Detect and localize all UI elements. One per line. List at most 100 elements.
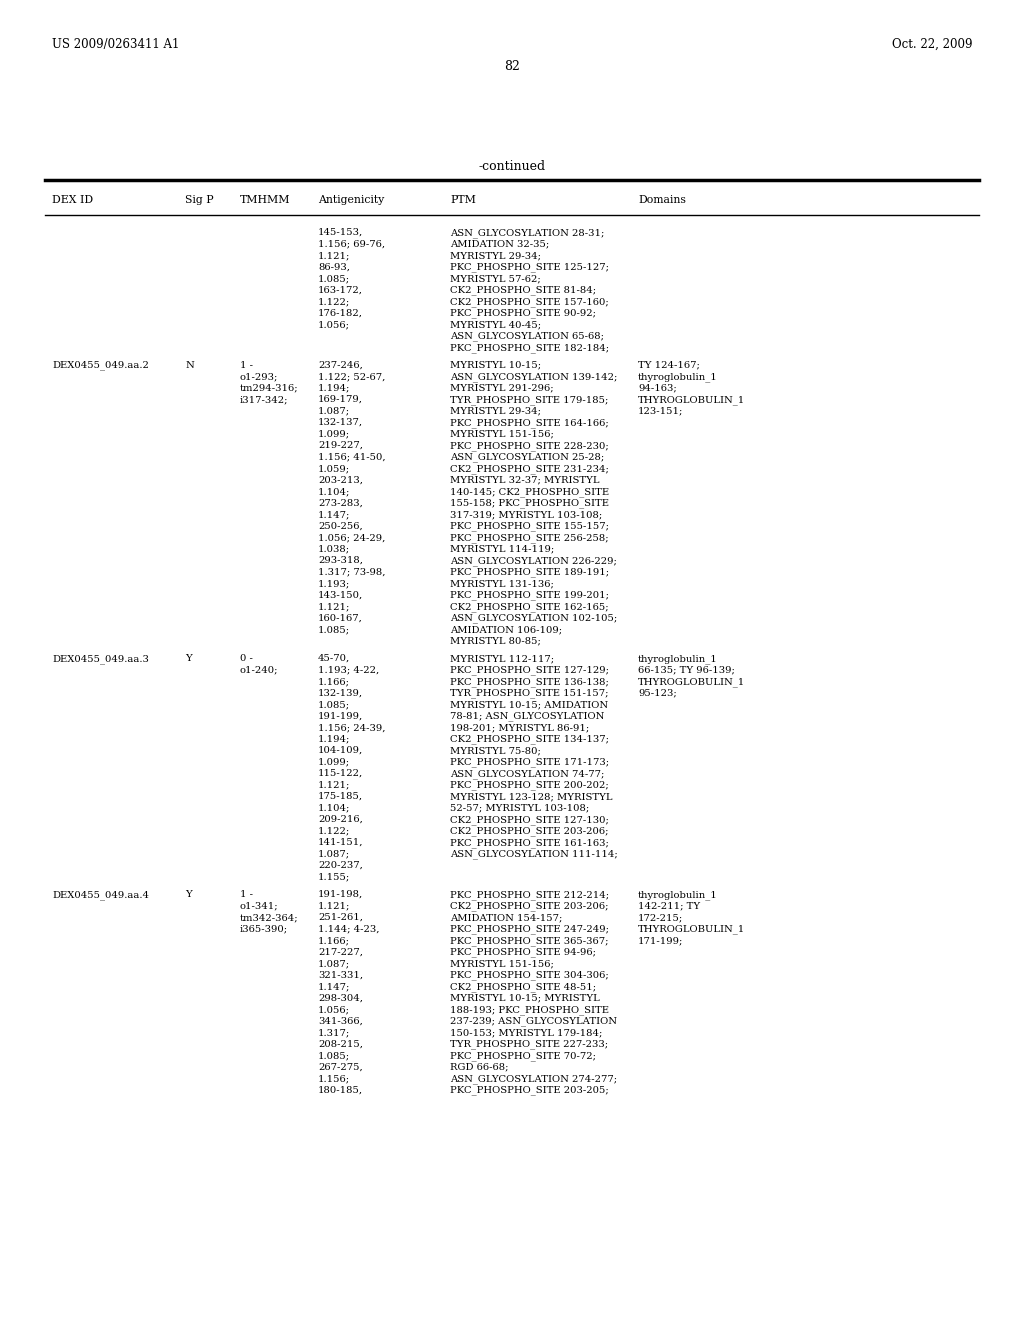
Text: 1.059;: 1.059; (318, 465, 350, 473)
Text: PKC_PHOSPHO_SITE 304-306;: PKC_PHOSPHO_SITE 304-306; (450, 970, 608, 981)
Text: PKC_PHOSPHO_SITE 212-214;: PKC_PHOSPHO_SITE 212-214; (450, 890, 609, 900)
Text: 1 -: 1 - (240, 360, 253, 370)
Text: MYRISTYL 40-45;: MYRISTYL 40-45; (450, 319, 541, 329)
Text: 237-239; ASN_GLYCOSYLATION: 237-239; ASN_GLYCOSYLATION (450, 1016, 617, 1026)
Text: PKC_PHOSPHO_SITE 228-230;: PKC_PHOSPHO_SITE 228-230; (450, 441, 608, 450)
Text: 1.194;: 1.194; (318, 734, 350, 743)
Text: 1.099;: 1.099; (318, 758, 350, 767)
Text: THYROGLOBULIN_1: THYROGLOBULIN_1 (638, 924, 745, 935)
Text: -continued: -continued (478, 160, 546, 173)
Text: 94-163;: 94-163; (638, 384, 677, 392)
Text: CK2_PHOSPHO_SITE 162-165;: CK2_PHOSPHO_SITE 162-165; (450, 602, 608, 611)
Text: 78-81; ASN_GLYCOSYLATION: 78-81; ASN_GLYCOSYLATION (450, 711, 604, 721)
Text: ASN_GLYCOSYLATION 102-105;: ASN_GLYCOSYLATION 102-105; (450, 614, 617, 623)
Text: MYRISTYL 75-80;: MYRISTYL 75-80; (450, 746, 541, 755)
Text: 176-182,: 176-182, (318, 309, 362, 318)
Text: DEX0455_049.aa.3: DEX0455_049.aa.3 (52, 653, 148, 664)
Text: 1.104;: 1.104; (318, 804, 350, 813)
Text: CK2_PHOSPHO_SITE 127-130;: CK2_PHOSPHO_SITE 127-130; (450, 814, 609, 825)
Text: 132-139,: 132-139, (318, 689, 364, 697)
Text: 220-237,: 220-237, (318, 861, 362, 870)
Text: 52-57; MYRISTYL 103-108;: 52-57; MYRISTYL 103-108; (450, 804, 589, 813)
Text: 273-283,: 273-283, (318, 499, 362, 507)
Text: ASN_GLYCOSYLATION 139-142;: ASN_GLYCOSYLATION 139-142; (450, 372, 617, 381)
Text: 142-211; TY: 142-211; TY (638, 902, 700, 911)
Text: ASN_GLYCOSYLATION 226-229;: ASN_GLYCOSYLATION 226-229; (450, 556, 616, 566)
Text: MYRISTYL 151-156;: MYRISTYL 151-156; (450, 429, 554, 438)
Text: PKC_PHOSPHO_SITE 127-129;: PKC_PHOSPHO_SITE 127-129; (450, 665, 609, 676)
Text: 321-331,: 321-331, (318, 970, 364, 979)
Text: 267-275,: 267-275, (318, 1063, 362, 1072)
Text: tm342-364;: tm342-364; (240, 913, 299, 921)
Text: 1.156; 41-50,: 1.156; 41-50, (318, 453, 386, 462)
Text: 45-70,: 45-70, (318, 653, 350, 663)
Text: 1.317;: 1.317; (318, 1028, 350, 1038)
Text: DEX ID: DEX ID (52, 195, 93, 205)
Text: MYRISTYL 291-296;: MYRISTYL 291-296; (450, 384, 554, 392)
Text: 188-193; PKC_PHOSPHO_SITE: 188-193; PKC_PHOSPHO_SITE (450, 1005, 609, 1015)
Text: MYRISTYL 131-136;: MYRISTYL 131-136; (450, 579, 554, 587)
Text: AMIDATION 154-157;: AMIDATION 154-157; (450, 913, 562, 921)
Text: 1.147;: 1.147; (318, 982, 350, 991)
Text: DEX0455_049.aa.4: DEX0455_049.aa.4 (52, 890, 150, 900)
Text: MYRISTYL 29-34;: MYRISTYL 29-34; (450, 251, 541, 260)
Text: RGD 66-68;: RGD 66-68; (450, 1063, 509, 1072)
Text: 198-201; MYRISTYL 86-91;: 198-201; MYRISTYL 86-91; (450, 723, 589, 733)
Text: MYRISTYL 32-37; MYRISTYL: MYRISTYL 32-37; MYRISTYL (450, 475, 599, 484)
Text: 1.085;: 1.085; (318, 1051, 350, 1060)
Text: PKC_PHOSPHO_SITE 171-173;: PKC_PHOSPHO_SITE 171-173; (450, 758, 609, 767)
Text: AMIDATION 106-109;: AMIDATION 106-109; (450, 624, 562, 634)
Text: 169-179,: 169-179, (318, 395, 362, 404)
Text: TYR_PHOSPHO_SITE 179-185;: TYR_PHOSPHO_SITE 179-185; (450, 395, 608, 405)
Text: MYRISTYL 10-15;: MYRISTYL 10-15; (450, 360, 541, 370)
Text: 1.317; 73-98,: 1.317; 73-98, (318, 568, 385, 577)
Text: CK2_PHOSPHO_SITE 157-160;: CK2_PHOSPHO_SITE 157-160; (450, 297, 608, 306)
Text: 143-150,: 143-150, (318, 590, 364, 599)
Text: 219-227,: 219-227, (318, 441, 362, 450)
Text: 1.166;: 1.166; (318, 936, 350, 945)
Text: 1.147;: 1.147; (318, 510, 350, 519)
Text: o1-341;: o1-341; (240, 902, 279, 911)
Text: 1.085;: 1.085; (318, 624, 350, 634)
Text: 1.121;: 1.121; (318, 602, 350, 611)
Text: 1.056;: 1.056; (318, 319, 350, 329)
Text: ASN_GLYCOSYLATION 28-31;: ASN_GLYCOSYLATION 28-31; (450, 228, 604, 238)
Text: CK2_PHOSPHO_SITE 48-51;: CK2_PHOSPHO_SITE 48-51; (450, 982, 596, 991)
Text: 1.144; 4-23,: 1.144; 4-23, (318, 924, 380, 933)
Text: ASN_GLYCOSYLATION 65-68;: ASN_GLYCOSYLATION 65-68; (450, 331, 604, 341)
Text: MYRISTYL 80-85;: MYRISTYL 80-85; (450, 636, 541, 645)
Text: 1.122;: 1.122; (318, 297, 350, 306)
Text: 145-153,: 145-153, (318, 228, 364, 238)
Text: TYR_PHOSPHO_SITE 151-157;: TYR_PHOSPHO_SITE 151-157; (450, 689, 608, 698)
Text: N: N (185, 360, 194, 370)
Text: 1.121;: 1.121; (318, 251, 350, 260)
Text: CK2_PHOSPHO_SITE 203-206;: CK2_PHOSPHO_SITE 203-206; (450, 826, 608, 836)
Text: MYRISTYL 114-119;: MYRISTYL 114-119; (450, 544, 554, 553)
Text: PKC_PHOSPHO_SITE 70-72;: PKC_PHOSPHO_SITE 70-72; (450, 1051, 596, 1061)
Text: 1 -: 1 - (240, 890, 253, 899)
Text: 217-227,: 217-227, (318, 948, 362, 957)
Text: PTM: PTM (450, 195, 476, 205)
Text: 1.156; 69-76,: 1.156; 69-76, (318, 239, 385, 248)
Text: CK2_PHOSPHO_SITE 231-234;: CK2_PHOSPHO_SITE 231-234; (450, 465, 609, 474)
Text: 175-185,: 175-185, (318, 792, 364, 801)
Text: 208-215,: 208-215, (318, 1040, 362, 1048)
Text: 141-151,: 141-151, (318, 838, 364, 847)
Text: DEX0455_049.aa.2: DEX0455_049.aa.2 (52, 360, 148, 370)
Text: PKC_PHOSPHO_SITE 90-92;: PKC_PHOSPHO_SITE 90-92; (450, 309, 596, 318)
Text: PKC_PHOSPHO_SITE 203-205;: PKC_PHOSPHO_SITE 203-205; (450, 1085, 608, 1096)
Text: 104-109,: 104-109, (318, 746, 364, 755)
Text: PKC_PHOSPHO_SITE 182-184;: PKC_PHOSPHO_SITE 182-184; (450, 343, 609, 352)
Text: 1.087;: 1.087; (318, 960, 350, 968)
Text: 203-213,: 203-213, (318, 475, 362, 484)
Text: Oct. 22, 2009: Oct. 22, 2009 (892, 38, 972, 51)
Text: thyroglobulin_1: thyroglobulin_1 (638, 890, 718, 900)
Text: PKC_PHOSPHO_SITE 125-127;: PKC_PHOSPHO_SITE 125-127; (450, 263, 609, 272)
Text: 0 -: 0 - (240, 653, 253, 663)
Text: 1.038;: 1.038; (318, 544, 350, 553)
Text: Y: Y (185, 653, 191, 663)
Text: i365-390;: i365-390; (240, 924, 288, 933)
Text: i317-342;: i317-342; (240, 395, 289, 404)
Text: 1.085;: 1.085; (318, 275, 350, 282)
Text: 1.166;: 1.166; (318, 677, 350, 686)
